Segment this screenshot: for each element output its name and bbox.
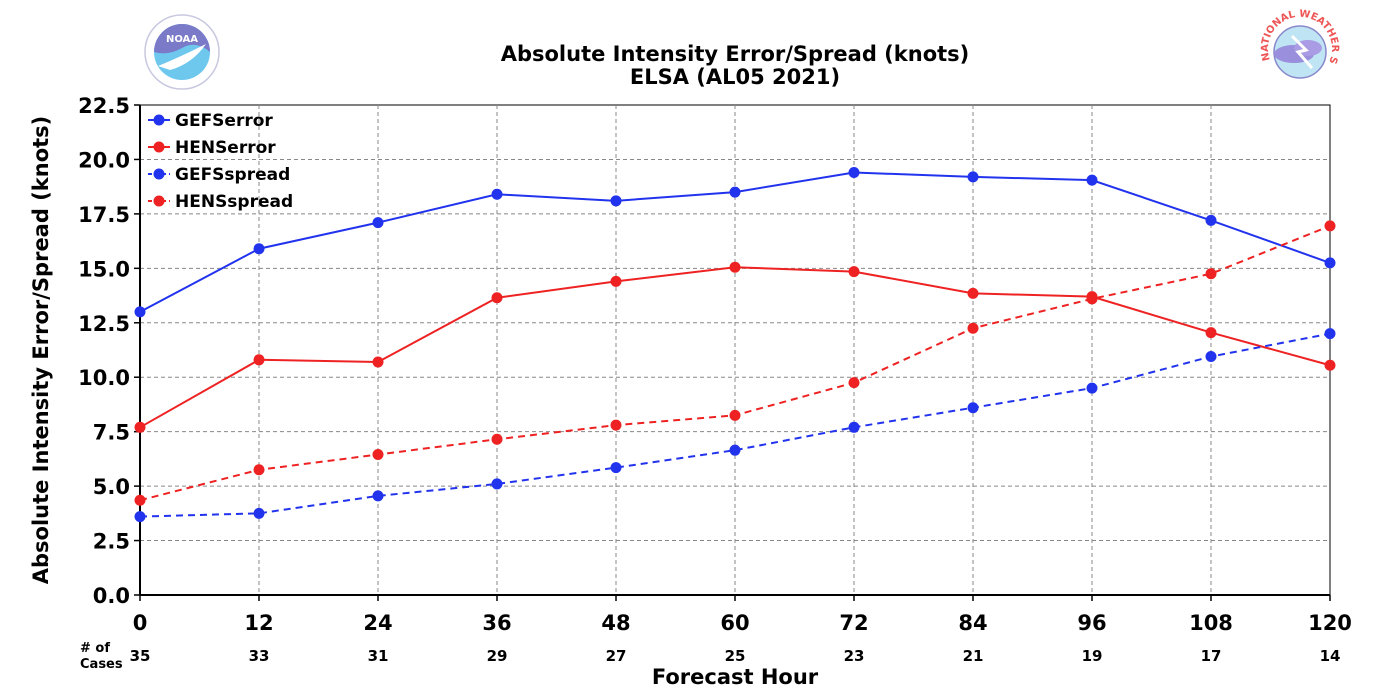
plot-area: 0.0 2.5 5.0 7.5 10.0 12.5 15.0 17.5 20.0 22.5 0 35 1… xyxy=(78,94,1352,665)
y-tick-label: 17.5 xyxy=(78,203,130,227)
x-tick-label: 48 xyxy=(601,611,630,635)
data-point-hensspread xyxy=(729,409,741,421)
data-point-gefsspread xyxy=(372,490,384,502)
data-point-hensspread xyxy=(134,494,146,506)
data-point-gefsspread xyxy=(1324,328,1336,340)
x-tick-label: 84 xyxy=(958,611,987,635)
data-point-hensspread xyxy=(372,449,384,461)
legend-marker-gefserror xyxy=(153,114,165,126)
data-point-gefserror xyxy=(729,186,741,198)
data-point-gefsspread xyxy=(253,507,265,519)
data-point-gefsspread xyxy=(729,444,741,456)
data-point-gefserror xyxy=(253,243,265,255)
data-point-gefserror xyxy=(967,171,979,183)
data-point-henserror xyxy=(1205,327,1217,339)
y-tick-label: 2.5 xyxy=(93,530,130,554)
data-point-henserror xyxy=(729,261,741,273)
y-tick-label: 12.5 xyxy=(78,312,130,336)
legend-label-hensspread: HENSspread xyxy=(175,192,293,212)
legend-marker-henserror xyxy=(153,141,165,153)
data-point-gefsspread xyxy=(1086,382,1098,394)
data-point-henserror xyxy=(134,421,146,433)
data-point-henserror xyxy=(967,287,979,299)
x-tick-label: 96 xyxy=(1077,611,1106,635)
data-point-gefserror xyxy=(134,306,146,318)
y-tick-label: 10.0 xyxy=(78,366,130,390)
legend-marker-gefsspread xyxy=(153,168,165,180)
case-count: 25 xyxy=(725,647,746,665)
data-point-gefsspread xyxy=(1205,351,1217,363)
y-tick-label: 20.0 xyxy=(78,148,130,172)
case-count: 17 xyxy=(1201,647,1222,665)
x-tick-label: 72 xyxy=(839,611,868,635)
x-tick-label: 0 xyxy=(133,611,148,635)
data-point-hensspread xyxy=(1324,220,1336,232)
legend-marker-hensspread xyxy=(153,195,165,207)
series-line-gefsspread xyxy=(139,332,1331,518)
case-count: 27 xyxy=(606,647,627,665)
data-point-hensspread xyxy=(1086,293,1098,305)
data-point-gefsspread xyxy=(610,462,622,474)
case-count: 33 xyxy=(249,647,270,665)
case-count: 29 xyxy=(487,647,508,665)
data-point-hensspread xyxy=(253,464,265,476)
data-point-gefsspread xyxy=(491,478,503,490)
case-count: 23 xyxy=(844,647,865,665)
x-tick-label: 60 xyxy=(720,611,749,635)
data-point-henserror xyxy=(610,275,622,287)
legend: GEFSerror HENSerror GEFSspread HENSspread xyxy=(148,111,293,212)
data-point-gefsspread xyxy=(967,402,979,414)
data-point-hensspread xyxy=(848,377,860,389)
legend-label-gefserror: GEFSerror xyxy=(175,111,273,131)
data-point-henserror xyxy=(491,292,503,304)
data-point-gefsspread xyxy=(848,421,860,433)
data-point-henserror xyxy=(372,356,384,368)
data-point-gefserror xyxy=(1324,257,1336,269)
data-point-hensspread xyxy=(491,433,503,445)
x-tick-label: 36 xyxy=(482,611,511,635)
y-tick-label: 7.5 xyxy=(93,421,130,445)
data-point-gefserror xyxy=(372,217,384,229)
case-count: 21 xyxy=(963,647,984,665)
case-count: 35 xyxy=(130,647,151,665)
y-tick-label: 22.5 xyxy=(78,94,130,118)
noaa-logo-text: NOAA xyxy=(166,34,198,45)
data-point-hensspread xyxy=(610,419,622,431)
legend-label-gefsspread: GEFSspread xyxy=(175,165,290,185)
case-count: 31 xyxy=(368,647,389,665)
series-line-henserror xyxy=(139,266,1331,429)
y-axis-label: Absolute Intensity Error/Spread (knots) xyxy=(29,116,53,585)
x-tick-label: 108 xyxy=(1189,611,1233,635)
case-count: 19 xyxy=(1082,647,1103,665)
y-tick-label: 15.0 xyxy=(78,257,130,281)
x-tick-label: 120 xyxy=(1308,611,1352,635)
data-point-gefserror xyxy=(1205,214,1217,226)
data-point-henserror xyxy=(1324,359,1336,371)
data-point-hensspread xyxy=(967,322,979,334)
data-point-gefsspread xyxy=(134,511,146,523)
chart-title: Absolute Intensity Error/Spread (knots) xyxy=(501,42,970,66)
data-point-hensspread xyxy=(1205,268,1217,280)
legend-label-henserror: HENSerror xyxy=(175,138,276,158)
data-point-gefserror xyxy=(491,188,503,200)
case-count: 14 xyxy=(1320,647,1341,665)
data-point-henserror xyxy=(253,354,265,366)
noaa-logo: NOAA xyxy=(144,14,220,90)
data-point-henserror xyxy=(848,266,860,278)
x-tick-label: 24 xyxy=(363,611,392,635)
data-point-gefserror xyxy=(1086,174,1098,186)
chart-subtitle: ELSA (AL05 2021) xyxy=(630,65,840,89)
data-point-gefserror xyxy=(610,195,622,207)
y-tick-label: 0.0 xyxy=(93,584,130,608)
data-point-gefserror xyxy=(848,167,860,179)
y-tick-label: 5.0 xyxy=(93,475,130,499)
x-axis-label: Forecast Hour xyxy=(652,665,819,689)
cases-label: # of Cases xyxy=(80,641,123,672)
x-tick-label: 12 xyxy=(244,611,273,635)
